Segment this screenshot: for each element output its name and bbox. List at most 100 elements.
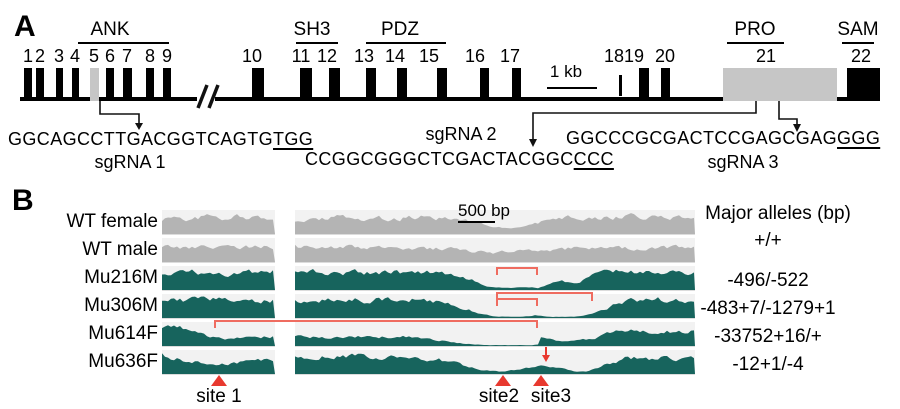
exon-number-13: 13	[353, 46, 375, 66]
site2-label: site2	[478, 386, 520, 407]
coverage-mu636f-block2	[295, 350, 695, 375]
sgrna3-protospacer: GGCCCGCGACTCCGAGCGAG	[566, 128, 838, 148]
scale-500bp-bar	[458, 221, 495, 223]
exon-number-11: 11	[291, 46, 311, 66]
site3-label: site3	[530, 386, 572, 407]
domain-line-sam	[842, 42, 874, 44]
domain-line-pro	[727, 42, 784, 44]
scale-1kb-label: 1 kb	[549, 62, 583, 81]
exon-4	[72, 68, 79, 101]
track-label-mu216m: Mu216M	[84, 267, 158, 288]
exon-number-9: 9	[161, 46, 173, 66]
exon-number-17: 17	[499, 46, 521, 66]
exon-8	[146, 68, 154, 101]
coverage-wave	[162, 296, 275, 318]
coverage-wave	[162, 353, 275, 374]
exon-18	[619, 75, 622, 96]
sgrna1-label: sgRNA 1	[94, 152, 166, 172]
coverage-mu216m-block2	[295, 266, 695, 291]
allele-value-mu306m: -483+7/-1279+1	[700, 298, 836, 319]
domain-label-sh3: SH3	[293, 19, 331, 40]
coverage-wave	[295, 297, 695, 318]
exon-2	[36, 68, 44, 101]
exon-number-2: 2	[34, 46, 46, 66]
track-label-mu614f: Mu614F	[88, 323, 158, 344]
allele-value-mu636f: -12+1/-4	[732, 354, 804, 375]
exon-number-7: 7	[121, 46, 133, 66]
coverage-wave	[162, 269, 275, 290]
track-label-mu306m: Mu306M	[84, 295, 158, 316]
exon-16	[480, 68, 489, 101]
exon-number-8: 8	[144, 46, 156, 66]
coverage-wave	[295, 269, 695, 290]
domain-line-sh3	[296, 42, 338, 44]
coverage-mu216m-block1	[162, 266, 275, 291]
exon-number-16: 16	[464, 46, 486, 66]
site1-label: site 1	[196, 386, 242, 407]
coverage-wave	[295, 329, 695, 346]
track-label-wt-female: WT female	[66, 211, 158, 232]
allele-value-mu614f: -33752+16/+	[714, 326, 822, 347]
domain-label-ank: ANK	[90, 19, 130, 40]
exon-number-3: 3	[53, 46, 65, 66]
scale-1kb-bar	[547, 87, 597, 89]
sgrna2-label: sgRNA 2	[425, 124, 497, 144]
coverage-wt-male-block1	[162, 238, 275, 263]
coverage-wt-female-block1	[162, 210, 275, 235]
track-label-wt-male: WT male	[82, 239, 158, 260]
exon-number-21: 21	[755, 46, 777, 66]
domain-label-pdz: PDZ	[381, 19, 419, 40]
exon-number-1: 1	[22, 46, 34, 66]
exon-14	[397, 68, 407, 101]
sgrna3-label: sgRNA 3	[707, 152, 779, 172]
domain-label-pro: PRO	[734, 19, 776, 40]
domain-line-ank	[78, 42, 169, 44]
exon-number-18: 18	[603, 46, 625, 66]
coverage-wave	[295, 244, 695, 262]
coverage-mu614f-block1	[162, 322, 275, 347]
coverage-mu306m-block2	[295, 294, 695, 319]
scale-500bp-label: 500 bp	[458, 201, 510, 220]
track-label-mu636f: Mu636F	[88, 351, 158, 372]
sgrna1-pam: TGG	[273, 129, 314, 149]
exon-22	[847, 68, 880, 101]
gene-line-right	[215, 97, 880, 101]
exon-13	[366, 68, 376, 101]
coverage-mu614f-block2	[295, 322, 695, 347]
allele-value-wt-male: +/+	[754, 230, 782, 251]
exon-6	[106, 68, 114, 101]
exon-20	[661, 68, 670, 101]
exon-19	[639, 68, 649, 101]
coverage-wave	[162, 214, 275, 234]
domain-label-sam: SAM	[837, 19, 879, 40]
exon-7	[123, 68, 132, 101]
coverage-wave	[162, 244, 275, 262]
exon-number-5: 5	[88, 46, 100, 66]
exon-number-20: 20	[654, 46, 676, 66]
sgrna2-pam: CCC	[573, 149, 614, 169]
sgrna1-sequence: GGCAGCCTTGACGGTCAGTGTGG	[8, 129, 313, 150]
exon-3	[56, 68, 63, 101]
exon-number-10: 10	[241, 46, 263, 66]
site2-marker	[495, 375, 511, 386]
exon-9	[163, 68, 171, 101]
coverage-wave	[295, 353, 695, 374]
coverage-wave	[162, 325, 275, 346]
gene-line-break-slash-1	[196, 84, 209, 109]
allele-value-mu216m: -496/-522	[727, 270, 809, 291]
exon-17	[512, 68, 521, 101]
exon-number-19: 19	[623, 46, 645, 66]
sgrna2-arrowhead	[529, 139, 537, 147]
exon-number-15: 15	[418, 46, 440, 66]
sgrna1-arrow	[99, 101, 140, 124]
exon-12	[329, 68, 340, 101]
coverage-mu636f-block1	[162, 350, 275, 375]
exon-10	[252, 68, 264, 101]
coverage-wt-male-block2	[295, 238, 695, 263]
panel-a-label: A	[14, 10, 36, 43]
exon-number-12: 12	[316, 46, 338, 66]
sgrna1-protospacer: GGCAGCCTTGACGGTCAGTG	[8, 129, 274, 149]
sgrna3-arrow	[778, 101, 798, 125]
site3-marker	[533, 375, 549, 386]
